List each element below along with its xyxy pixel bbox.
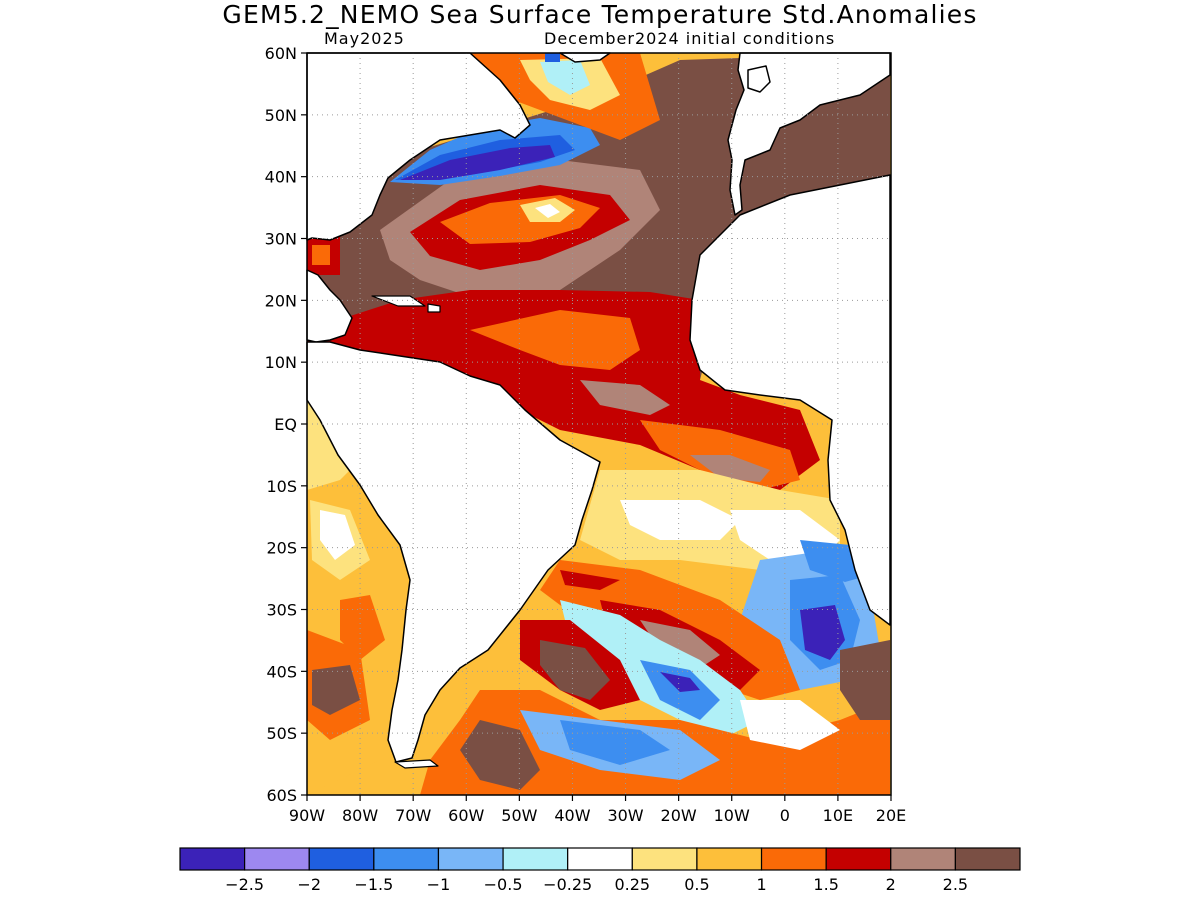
- colorbar-swatch: [179, 847, 246, 871]
- north-america-land: [306, 52, 531, 241]
- central-america-land: [306, 269, 353, 343]
- colorbar-swatch: [890, 847, 956, 871]
- lat-label: 40S: [266, 662, 297, 681]
- lon-label: 20W: [661, 806, 697, 825]
- lat-label: 10N: [265, 353, 297, 372]
- colorbar-swatch: [308, 847, 375, 871]
- initial-conditions: December2024 initial conditions: [544, 29, 836, 48]
- lat-label: 50N: [265, 106, 297, 125]
- lat-label: 20S: [266, 539, 297, 558]
- colorbar-swatch: [244, 847, 310, 871]
- lat-label: 60N: [265, 44, 297, 63]
- colorbar-label: 0.25: [614, 875, 650, 894]
- lat-label: 20N: [265, 291, 297, 310]
- lat-label: 50S: [266, 724, 297, 743]
- land-masses: [306, 52, 891, 769]
- caribbean-islands: [371, 295, 426, 307]
- forecast-month: May2025: [324, 29, 405, 48]
- africa-land: [689, 174, 891, 626]
- colorbar-swatch: [437, 847, 504, 871]
- colorbar: −2.5 −2 −1.5 −1 −0.5 −0.25 0.25 0.5 1 1.5 2 2.5: [179, 847, 1021, 894]
- british-isles-land: [747, 65, 771, 93]
- colorbar-swatch: [760, 847, 827, 871]
- colorbar-swatch: [373, 847, 440, 871]
- colorbar-label: −1: [427, 875, 451, 894]
- colorbar-label: 1: [756, 875, 766, 894]
- lat-label: 30N: [265, 230, 297, 249]
- lon-label: 0: [780, 806, 790, 825]
- lon-label: 30W: [607, 806, 643, 825]
- lat-label: EQ: [274, 415, 297, 434]
- colorbar-label: −1.5: [354, 875, 393, 894]
- lon-label: 70W: [395, 806, 431, 825]
- lat-label: 60S: [266, 786, 297, 805]
- south-america-land: [306, 341, 601, 763]
- colorbar-label: 1.5: [813, 875, 838, 894]
- colorbar-label: 2: [886, 875, 896, 894]
- lon-label: 40W: [554, 806, 590, 825]
- lon-label: 10W: [714, 806, 750, 825]
- map-title: GEM5.2_NEMO Sea Surface Temperature Std.…: [222, 0, 978, 29]
- longitude-axis: 90W 80W 70W 60W 50W 40W 30W 20W 10W 0 10E 20E: [289, 795, 906, 825]
- colorbar-swatch: [825, 847, 892, 871]
- colorbar-swatch: [696, 847, 763, 871]
- colorbar-label: −0.5: [484, 875, 523, 894]
- graticule: [307, 53, 891, 795]
- lon-label: 20E: [876, 806, 906, 825]
- lat-label: 30S: [266, 601, 297, 620]
- colorbar-swatch: [502, 847, 569, 871]
- colorbar-swatch: [954, 847, 1021, 871]
- europe-land: [727, 52, 891, 216]
- colorbar-label: 2.5: [943, 875, 968, 894]
- colorbar-label: −2: [297, 875, 321, 894]
- lat-label: 10S: [266, 477, 297, 496]
- tierra-del-fuego: [394, 759, 439, 769]
- lat-label: 40N: [265, 168, 297, 187]
- colorbar-swatch: [567, 847, 633, 871]
- lon-label: 50W: [501, 806, 537, 825]
- colorbar-swatch: [631, 847, 698, 871]
- colorbar-label: 0.5: [684, 875, 709, 894]
- lon-label: 60W: [448, 806, 484, 825]
- latitude-axis: 60N 50N 40N 30N 20N 10N EQ 10S 20S 30S 40S 50S 60S: [265, 44, 307, 805]
- colorbar-label: −0.25: [543, 875, 592, 894]
- lon-label: 80W: [342, 806, 378, 825]
- lon-label: 90W: [289, 806, 325, 825]
- colorbar-label: −2.5: [225, 875, 264, 894]
- lon-label: 10E: [823, 806, 853, 825]
